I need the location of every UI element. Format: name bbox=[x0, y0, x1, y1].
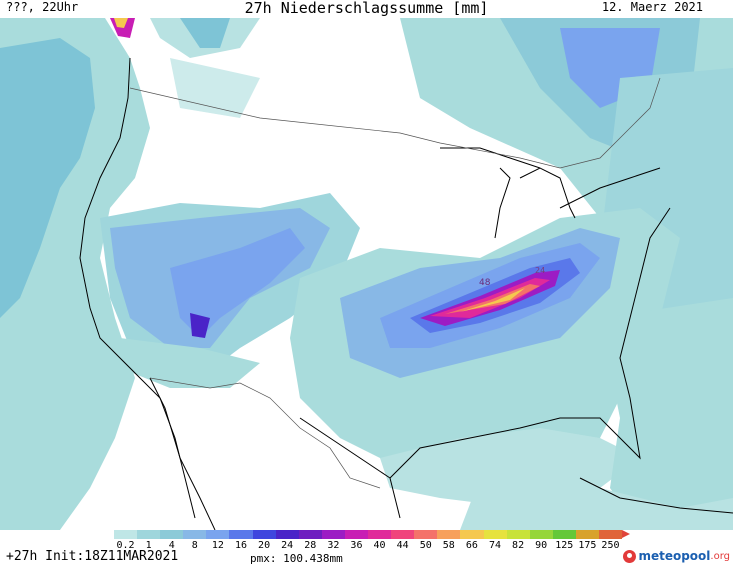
precipitation-colorbar bbox=[114, 530, 623, 539]
colorbar-segment bbox=[321, 530, 345, 539]
brand-domain: .org bbox=[710, 550, 730, 562]
colorbar-segment bbox=[368, 530, 392, 539]
pmx-value-label: pmx: 100.438mm bbox=[250, 552, 343, 565]
borders bbox=[129, 77, 661, 489]
colorbar-segment bbox=[483, 530, 507, 539]
colorbar-tick-label: 20 bbox=[258, 540, 271, 551]
colorbar-segment bbox=[344, 530, 369, 539]
colorbar-tick-label: 4 bbox=[168, 540, 175, 551]
meteopool-logo[interactable]: meteopool .org bbox=[623, 549, 730, 563]
map-title: 27h Niederschlagssumme [mm] bbox=[244, 0, 489, 17]
colorbar-segment bbox=[391, 530, 415, 539]
colorbar-segment bbox=[298, 530, 322, 539]
legend-footer: 0.2 1 4 8 12 16 20 24 28 32 36 40 44 50 58 66 74 82 90 125 1… bbox=[0, 530, 733, 566]
coastlines bbox=[79, 57, 733, 530]
colorbar-tick-label: 66 bbox=[465, 540, 478, 551]
colorbar-segment bbox=[414, 530, 438, 539]
map-canvas: 48 24 bbox=[0, 18, 733, 530]
colorbar-tick-label: 58 bbox=[442, 540, 455, 551]
meteopool-icon bbox=[623, 549, 637, 563]
colorbar-segment bbox=[252, 530, 276, 539]
colorbar-segment bbox=[552, 530, 576, 539]
colorbar-tick-label: 8 bbox=[191, 540, 198, 551]
colorbar-segment bbox=[529, 530, 553, 539]
colorbar-segment bbox=[229, 530, 253, 539]
colorbar-tick-label: 28 bbox=[304, 540, 317, 551]
colorbar-tick-label: 36 bbox=[350, 540, 363, 551]
colorbar-tick-label: 12 bbox=[211, 540, 224, 551]
colorbar-segment bbox=[160, 530, 184, 539]
colorbar-tick-label: 250 bbox=[601, 540, 620, 551]
init-time-label: +27h Init:18Z11MAR2021 bbox=[6, 549, 179, 564]
colorbar-labels: 0.2 1 4 8 12 16 20 24 28 32 36 40 44 50 58 66 74 82 90 125 1… bbox=[108, 540, 638, 552]
colorbar-tick-label: 0.2 bbox=[116, 540, 135, 551]
colorbar-tick-label: 50 bbox=[419, 540, 432, 551]
map-header: ???, 22Uhr 27h Niederschlagssumme [mm] 1… bbox=[0, 0, 733, 18]
colorbar-segment bbox=[275, 530, 299, 539]
colorbar-tick-label: 125 bbox=[555, 540, 574, 551]
date-label: 12. Maerz 2021 bbox=[601, 0, 703, 14]
colorbar-segment bbox=[183, 530, 207, 539]
colorbar-segment bbox=[460, 530, 484, 539]
colorbar-segment bbox=[437, 530, 461, 539]
brand-name: meteopool bbox=[638, 549, 711, 563]
colorbar-tick-label: 40 bbox=[373, 540, 386, 551]
colorbar-overflow-arrow bbox=[622, 530, 630, 538]
max-label-48: 48 bbox=[479, 278, 491, 288]
colorbar-tick-label: 24 bbox=[281, 540, 294, 551]
precipitation-map: 48 24 bbox=[0, 18, 733, 530]
max-label-24: 24 bbox=[535, 266, 545, 275]
colorbar-tick-label: 44 bbox=[396, 540, 409, 551]
colorbar-tick-label: 32 bbox=[327, 540, 340, 551]
colorbar-segment bbox=[114, 530, 138, 539]
colorbar-segment bbox=[137, 530, 161, 539]
colorbar-segment bbox=[575, 530, 599, 539]
colorbar-segment bbox=[506, 530, 530, 539]
precipitation-field bbox=[0, 18, 733, 530]
colorbar-tick-label: 1 bbox=[145, 540, 152, 551]
colorbar-tick-label: 90 bbox=[535, 540, 548, 551]
colorbar-segment bbox=[598, 530, 623, 539]
max-value-labels: 48 24 bbox=[479, 266, 545, 288]
colorbar-tick-label: 82 bbox=[512, 540, 525, 551]
colorbar-tick-label: 74 bbox=[488, 540, 502, 551]
valid-time-label: ???, 22Uhr bbox=[6, 0, 79, 14]
colorbar-tick-label: 175 bbox=[578, 540, 597, 551]
colorbar-segment bbox=[206, 530, 230, 539]
colorbar-tick-label: 16 bbox=[234, 540, 248, 551]
